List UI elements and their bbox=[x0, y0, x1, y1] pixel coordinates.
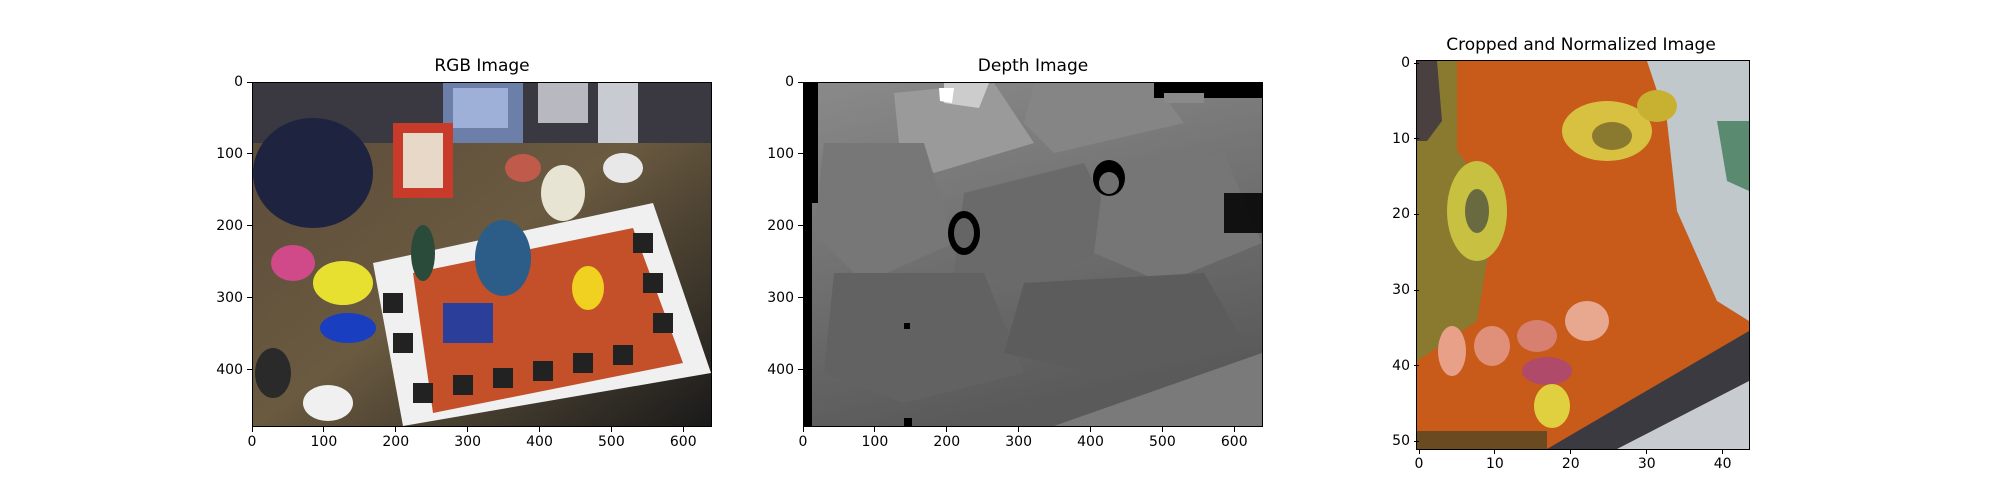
rgb-x-tick-label: 0 bbox=[247, 434, 257, 450]
depth-image bbox=[803, 82, 1263, 427]
depth-x-tick-mark bbox=[874, 427, 876, 432]
cropped-x-tick-label: 10 bbox=[1485, 456, 1504, 472]
cropped-y-tick-label: 20 bbox=[1392, 206, 1410, 223]
rgb-x-tick-label: 200 bbox=[382, 434, 410, 450]
cropped-x-tick-label: 0 bbox=[1414, 456, 1424, 472]
depth-x-tick-label: 0 bbox=[798, 434, 808, 450]
cropped-x-tick-mark bbox=[1418, 449, 1420, 454]
rgb-y-tick-mark bbox=[247, 225, 252, 227]
rgb-x-tick-label: 100 bbox=[310, 434, 338, 450]
cropped-x-tick-label: 20 bbox=[1561, 456, 1580, 472]
depth-x-tick-label: 100 bbox=[861, 434, 889, 450]
rgb-x-tick-mark bbox=[610, 427, 612, 432]
rgb-y-tick-label: 400 bbox=[216, 361, 243, 378]
rgb-y-tick-mark bbox=[247, 153, 252, 155]
cropped-x-tick-mark bbox=[1722, 449, 1724, 454]
rgb-x-tick-mark bbox=[395, 427, 397, 432]
rgb-x-tick-label: 300 bbox=[454, 434, 481, 450]
depth-y-tick-label: 100 bbox=[767, 145, 794, 162]
cropped-image-title: Cropped and Normalized Image bbox=[1446, 35, 1716, 55]
cropped-y-tick-mark bbox=[1414, 213, 1419, 215]
rgb-x-tick-mark bbox=[467, 427, 469, 432]
cropped-y-tick-mark bbox=[1414, 62, 1419, 64]
rgb-x-tick-label: 600 bbox=[669, 434, 697, 450]
depth-x-tick-mark bbox=[1018, 427, 1020, 432]
rgb-x-tick-mark bbox=[251, 427, 253, 432]
depth-x-tick-label: 600 bbox=[1220, 434, 1248, 450]
depth-x-tick-label: 400 bbox=[1077, 434, 1104, 450]
cropped-y-tick-mark bbox=[1414, 440, 1419, 442]
cropped-y-tick-label: 30 bbox=[1392, 282, 1410, 299]
cropped-y-tick-mark bbox=[1414, 138, 1419, 140]
rgb-y-tick-label: 200 bbox=[216, 217, 243, 234]
depth-y-tick-label: 200 bbox=[767, 217, 794, 234]
depth-x-tick-label: 200 bbox=[933, 434, 961, 450]
rgb-x-tick-mark bbox=[323, 427, 325, 432]
depth-y-tick-mark bbox=[798, 225, 803, 227]
rgb-x-tick-mark bbox=[539, 427, 540, 432]
cropped-y-tick-label: 50 bbox=[1392, 433, 1410, 450]
depth-x-tick-label: 500 bbox=[1149, 434, 1176, 450]
rgb-y-tick-mark bbox=[247, 81, 252, 83]
cropped-y-tick-label: 10 bbox=[1392, 130, 1410, 147]
cropped-y-tick-mark bbox=[1414, 365, 1419, 367]
rgb-y-tick-mark bbox=[247, 369, 252, 370]
depth-y-tick-mark bbox=[798, 81, 803, 83]
rgb-y-tick-label: 300 bbox=[216, 289, 243, 306]
cropped-y-tick-label: 0 bbox=[1401, 55, 1410, 71]
rgb-y-tick-mark bbox=[247, 297, 252, 299]
rgb-image bbox=[252, 82, 712, 427]
depth-y-tick-label: 300 bbox=[767, 289, 794, 306]
depth-x-tick-mark bbox=[1233, 427, 1235, 432]
depth-x-tick-mark bbox=[1090, 427, 1091, 432]
cropped-x-tick-mark bbox=[1494, 449, 1496, 454]
cropped-y-tick-mark bbox=[1414, 289, 1419, 291]
depth-y-tick-mark bbox=[798, 297, 803, 299]
rgb-x-tick-label: 500 bbox=[598, 434, 625, 450]
cropped-x-tick-mark bbox=[1570, 449, 1572, 454]
rgb-y-tick-label: 100 bbox=[216, 145, 243, 162]
depth-y-tick-mark bbox=[798, 153, 803, 155]
depth-y-tick-mark bbox=[798, 369, 803, 370]
cropped-image bbox=[1416, 60, 1750, 450]
cropped-y-tick-label: 40 bbox=[1392, 357, 1410, 374]
rgb-x-tick-mark bbox=[682, 427, 684, 432]
depth-x-tick-mark bbox=[946, 427, 948, 432]
depth-image-title: Depth Image bbox=[977, 56, 1089, 76]
rgb-y-tick-label: 0 bbox=[234, 74, 243, 90]
depth-y-tick-label: 400 bbox=[767, 361, 794, 378]
depth-x-tick-mark bbox=[802, 427, 804, 432]
depth-x-tick-label: 300 bbox=[1005, 434, 1032, 450]
rgb-image-title: RGB Image bbox=[434, 56, 530, 76]
cropped-x-tick-label: 40 bbox=[1713, 456, 1732, 472]
depth-x-tick-mark bbox=[1161, 427, 1163, 432]
depth-y-tick-label: 0 bbox=[785, 74, 794, 90]
rgb-x-tick-label: 400 bbox=[526, 434, 553, 450]
cropped-x-tick-mark bbox=[1646, 449, 1648, 454]
cropped-x-tick-label: 30 bbox=[1637, 456, 1656, 472]
